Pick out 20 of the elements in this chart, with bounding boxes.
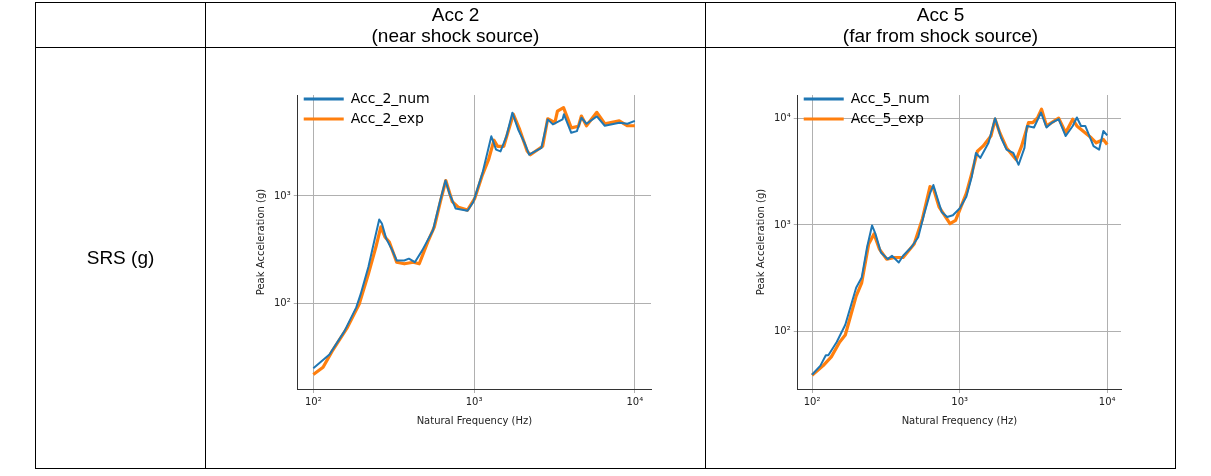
y-tick-label: 10³ <box>773 218 791 230</box>
legend-label: Acc_5_num <box>850 89 930 106</box>
text: SRS (g) <box>86 247 155 269</box>
x-tick-label: 10³ <box>950 395 968 407</box>
y-axis-title: Peak Acceleration (g) <box>254 188 266 295</box>
y-axis-title: Peak Acceleration (g) <box>754 188 766 295</box>
legend-label: Acc_5_exp <box>850 109 924 126</box>
x-tick-label: 10⁴ <box>626 395 643 407</box>
legend-label: Acc_2_exp <box>350 109 424 126</box>
x-axis-title: Natural Frequency (Hz) <box>901 414 1017 426</box>
chart-title: Acc 5 (far from shock source) <box>706 3 1175 48</box>
y-tick-label: 10⁴ <box>773 111 791 123</box>
x-tick-label: 10⁴ <box>1098 395 1116 407</box>
x-tick-label: 10² <box>304 395 322 407</box>
x-tick-label: 10³ <box>465 395 482 407</box>
x-tick-label: 10² <box>803 395 820 407</box>
legend-label: Acc_2_num <box>350 89 430 106</box>
chart-title: Acc 2 (near shock source) <box>206 3 705 48</box>
y-tick-label: 10² <box>773 324 791 336</box>
x-axis-title: Natural Frequency (Hz) <box>416 414 532 426</box>
